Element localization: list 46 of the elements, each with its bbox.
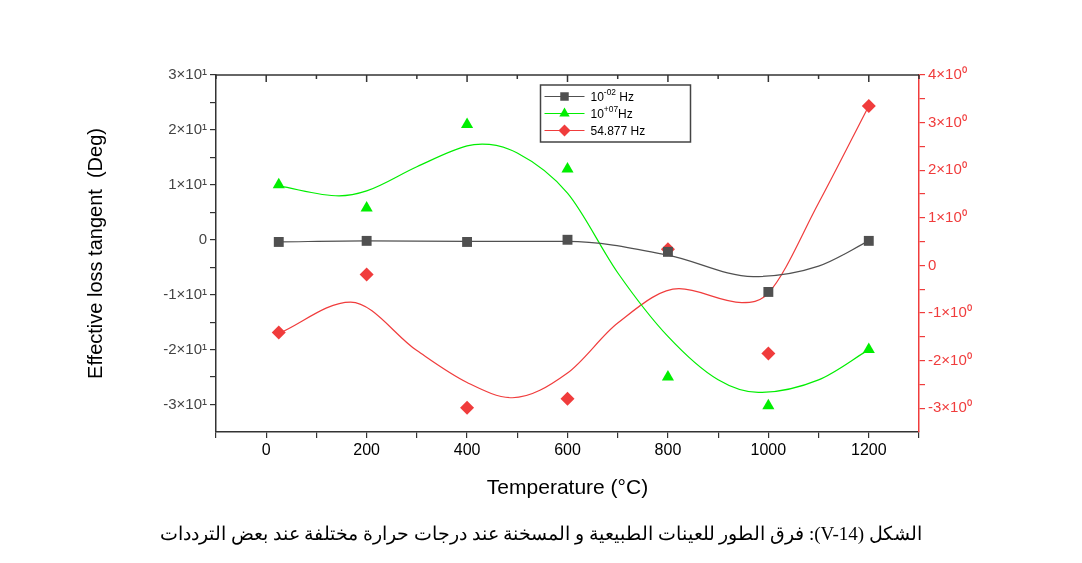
legend-label: 54.877 Hz <box>590 123 646 138</box>
x-tick-label: 400 <box>453 441 481 459</box>
y2-tick-label: 3×10⁰ <box>928 112 967 130</box>
x-tick-label: 0 <box>261 441 271 459</box>
y2-tick-label: 4×10⁰ <box>928 65 967 83</box>
point <box>462 237 473 247</box>
y2-tick-label: 2×10⁰ <box>928 160 967 178</box>
point <box>359 267 374 282</box>
point <box>361 235 372 246</box>
point <box>763 287 774 297</box>
y2-tick-label: -2×10⁰ <box>928 350 972 368</box>
point <box>560 391 575 406</box>
y-tick-label: 0 <box>198 229 207 247</box>
point <box>272 177 285 189</box>
point <box>762 398 775 410</box>
point <box>562 234 573 245</box>
point <box>271 325 286 340</box>
point <box>761 346 776 361</box>
x-tick-label: 1200 <box>850 441 887 459</box>
point <box>862 342 875 354</box>
point <box>273 237 284 247</box>
point <box>360 200 373 212</box>
y-axis-title: Effective loss tangent (Deg) <box>83 128 106 379</box>
y2-tick-label: 1×10⁰ <box>928 207 967 225</box>
y-tick-label: -2×10¹ <box>163 339 207 357</box>
y-tick-label: 3×10¹ <box>168 65 207 83</box>
y2-tick-label: -3×10⁰ <box>928 398 972 416</box>
y2-tick-label: -1×10⁰ <box>928 303 972 321</box>
point <box>661 370 674 381</box>
x-axis-title: Temperature (°C) <box>486 475 649 499</box>
text: الشكل (V-14): فرق الطور للعينات الطبيعية و المسخنة عند درجات حرارة مختلفة عند بعض الترددات <box>159 522 923 545</box>
point <box>461 117 474 128</box>
y-tick-label: -3×10¹ <box>163 394 207 412</box>
point <box>861 98 876 113</box>
point <box>863 235 874 246</box>
x-tick-label: 800 <box>654 441 682 459</box>
y-tick-label: -1×10¹ <box>163 284 207 302</box>
point <box>662 246 673 257</box>
point <box>460 400 475 415</box>
y-tick-label: 2×10¹ <box>168 120 207 138</box>
x-tick-label: 200 <box>353 441 381 459</box>
y2-tick-label: 0 <box>928 255 937 273</box>
y-tick-label: 1×10¹ <box>168 174 207 192</box>
point <box>561 161 574 173</box>
x-tick-label: 1000 <box>750 441 787 459</box>
x-tick-label: 600 <box>554 441 581 459</box>
